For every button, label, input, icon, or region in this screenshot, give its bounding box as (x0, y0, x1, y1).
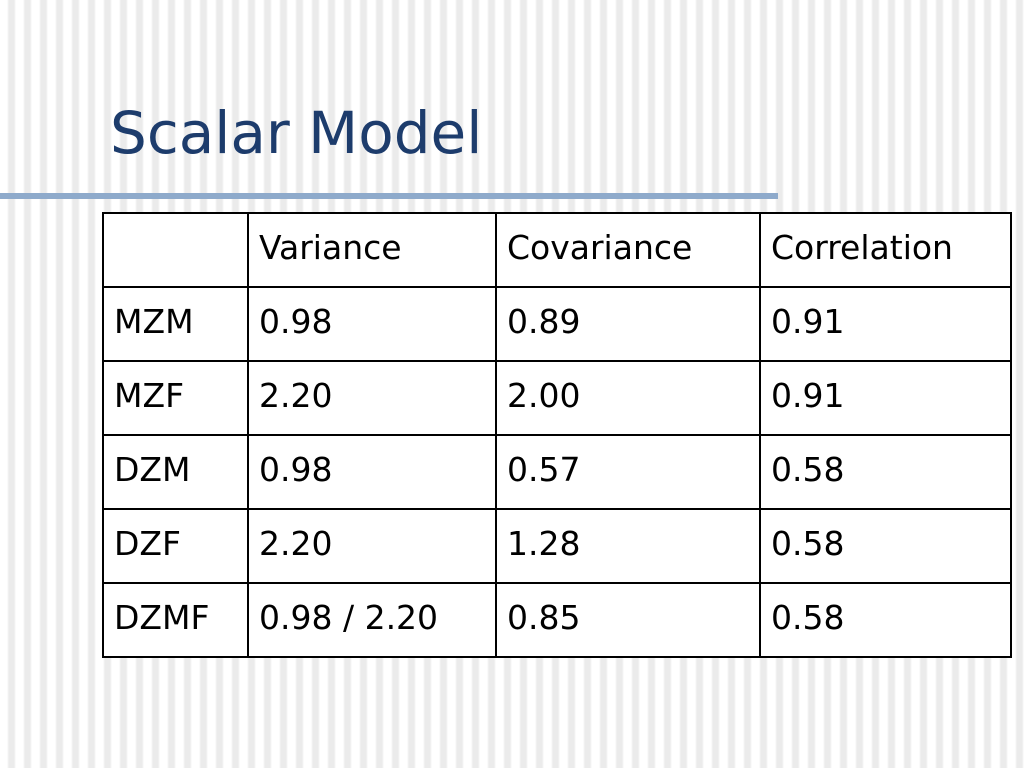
slide-title: Scalar Model (110, 99, 483, 167)
table-cell: 0.98 (247, 434, 497, 510)
table-cell: 0.91 (759, 360, 1012, 436)
header-cell: Covariance (495, 212, 761, 288)
row-label: MZM (102, 286, 249, 362)
row-label: DZMF (102, 582, 249, 658)
table-cell: 0.58 (759, 582, 1012, 658)
table-cell: 0.58 (759, 508, 1012, 584)
table-row: DZF 2.20 1.28 0.58 (102, 508, 1012, 584)
table-cell: 0.91 (759, 286, 1012, 362)
table-cell: 0.58 (759, 434, 1012, 510)
header-cell: Correlation (759, 212, 1012, 288)
row-label: DZF (102, 508, 249, 584)
table-cell: 0.85 (495, 582, 761, 658)
table-cell: 2.20 (247, 360, 497, 436)
header-cell: Variance (247, 212, 497, 288)
table-cell: 0.57 (495, 434, 761, 510)
data-table: Variance Covariance Correlation MZM 0.98 0.8… (102, 212, 1012, 658)
table-cell: 0.98 / 2.20 (247, 582, 497, 658)
corner-cell (102, 212, 249, 288)
row-label: MZF (102, 360, 249, 436)
table-cell: 2.00 (495, 360, 761, 436)
title-rule (0, 193, 778, 199)
table-row: MZM 0.98 0.89 0.91 (102, 286, 1012, 362)
table-cell: 1.28 (495, 508, 761, 584)
table-row: DZM 0.98 0.57 0.58 (102, 434, 1012, 510)
table-cell: 0.89 (495, 286, 761, 362)
table-body: Variance Covariance Correlation MZM 0.98 0.8… (102, 212, 1012, 658)
row-label: DZM (102, 434, 249, 510)
table-cell: 2.20 (247, 508, 497, 584)
table-row: DZMF 0.98 / 2.20 0.85 0.58 (102, 582, 1012, 658)
header-row: Variance Covariance Correlation (102, 212, 1012, 288)
table-cell: 0.98 (247, 286, 497, 362)
table-row: MZF 2.20 2.00 0.91 (102, 360, 1012, 436)
